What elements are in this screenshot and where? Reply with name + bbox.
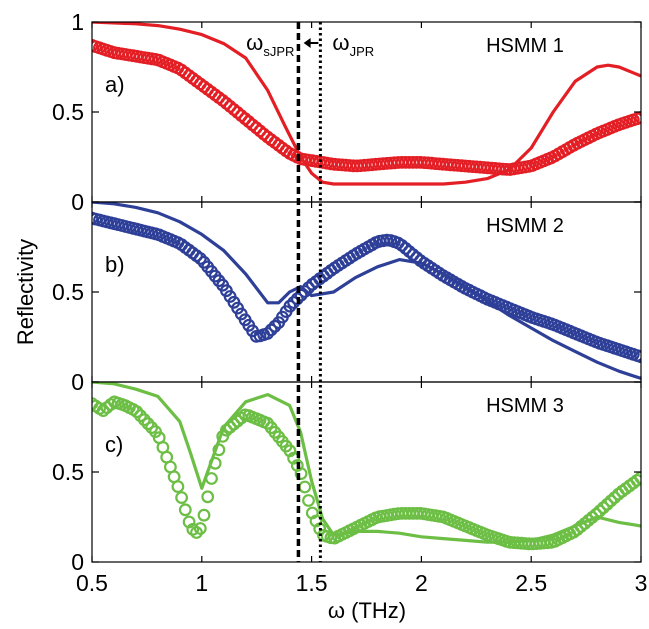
panel-3-letter: c) (105, 432, 123, 457)
x-tick-label: 2 (415, 570, 428, 596)
data-marker (287, 451, 301, 465)
panel-2-plot (92, 202, 641, 380)
data-marker (298, 480, 312, 494)
data-marker (216, 430, 230, 443)
data-marker (175, 491, 189, 505)
data-marker (171, 480, 185, 494)
x-tick-label: 2.5 (515, 570, 547, 596)
data-marker (283, 299, 297, 313)
panel-1-title: HSMM 1 (486, 35, 564, 57)
panel-1-measured-markers (92, 39, 641, 176)
data-marker (604, 494, 618, 508)
y-axis-title: Reflectivity (13, 239, 38, 345)
omega-sjpr-label: ωsJPR (246, 30, 294, 59)
data-marker (600, 497, 614, 511)
panel-3-measured-markers (92, 395, 641, 551)
data-marker (589, 507, 603, 521)
y-tick-label: 0 (71, 549, 84, 575)
panel-2-title: HSMM 2 (486, 215, 564, 237)
axes-labels-layer: ω (THz) Reflectivity (13, 239, 406, 623)
data-marker (92, 211, 99, 225)
panel-2-letter: b) (105, 252, 125, 277)
panel-3-title: HSMM 3 (486, 395, 564, 417)
data-marker (92, 39, 99, 52)
data-marker (193, 252, 207, 265)
panel-3-plot (92, 382, 641, 551)
data-marker (261, 327, 274, 340)
vertical-lines-layer: ωsJPR ωJPR (246, 22, 374, 562)
data-marker (212, 443, 226, 457)
x-axis-title: ω (THz) (328, 598, 406, 623)
data-marker (193, 522, 207, 535)
data-marker (264, 323, 278, 337)
y-tick-label: 0 (71, 369, 84, 395)
y-tick-label: 1 (71, 9, 84, 35)
data-marker (302, 494, 315, 507)
x-tick-label: 1 (195, 570, 208, 596)
panel-1-plot (92, 22, 641, 186)
data-marker (205, 472, 218, 485)
panel-3: 0 0.5 HSMM 3 c) (52, 381, 642, 575)
x-tick-label: 1.5 (296, 570, 328, 596)
panel-1-letter: a) (105, 72, 125, 97)
data-marker (208, 456, 222, 470)
data-marker (268, 319, 282, 333)
panel-2-fit-line (92, 202, 641, 380)
data-marker (201, 490, 215, 504)
data-marker (593, 504, 607, 518)
y-tick-label: 0.5 (52, 279, 84, 305)
panel-2: 0 0.5 HSMM 2 b) (52, 201, 642, 395)
data-marker (290, 292, 304, 306)
y-tick-label: 0.5 (52, 99, 84, 125)
x-tick-label: 0.5 (76, 570, 108, 596)
x-tick-label: 3 (635, 570, 648, 596)
data-marker (294, 467, 308, 481)
data-marker (294, 288, 308, 302)
y-tick-label: 0 (71, 189, 84, 215)
panel-1-fit-line (92, 22, 641, 186)
shift-arrow-head (303, 38, 311, 48)
data-marker (178, 503, 192, 517)
panel-2-measured-markers (92, 211, 641, 364)
data-marker (302, 281, 315, 295)
data-marker (197, 508, 211, 522)
y-tick-label: 0.5 (52, 459, 84, 485)
omega-jpr-label: ωJPR (332, 30, 374, 59)
